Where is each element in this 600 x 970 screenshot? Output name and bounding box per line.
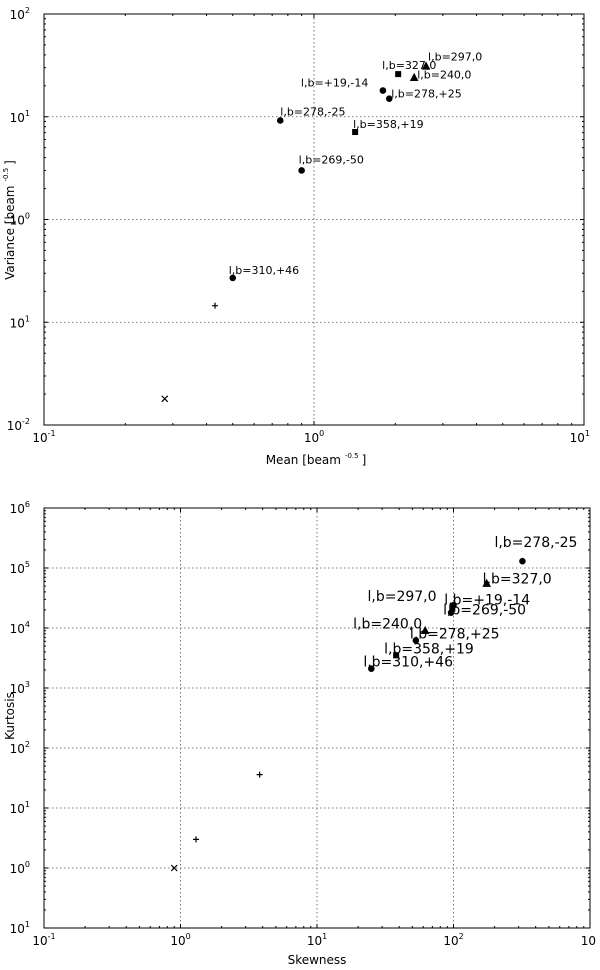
y-tick-label: 104 bbox=[10, 620, 30, 636]
data-point: l,b=269,-50 bbox=[298, 153, 364, 174]
triangle-marker bbox=[409, 72, 419, 81]
data-point: l,b=278,+25 bbox=[410, 626, 500, 644]
point-label: l,b=+19,-14 bbox=[444, 593, 530, 609]
x-marker bbox=[161, 395, 169, 403]
square-marker bbox=[395, 71, 402, 78]
point-label: l,b=327,0 bbox=[483, 572, 552, 588]
triangle-marker bbox=[421, 61, 431, 70]
y-tick-label: 101 bbox=[10, 920, 30, 936]
point-label: l,b=269,-50 bbox=[299, 153, 364, 166]
point-label: l,b=278,+25 bbox=[410, 626, 500, 642]
point-label: l,b=278,-25 bbox=[494, 535, 577, 551]
data-point: l,b=310,+46 bbox=[363, 655, 453, 672]
circle-marker bbox=[298, 167, 305, 174]
point-label: l,b=297,0 bbox=[368, 589, 437, 605]
data-point: l,b=240,0 bbox=[409, 69, 471, 82]
y-tick-label: 101 bbox=[10, 314, 30, 330]
data-point: l,b=358,+19 bbox=[352, 118, 424, 136]
point-label: l,b=+19,-14 bbox=[301, 77, 368, 90]
point-label: l,b=240,0 bbox=[417, 69, 471, 82]
data-point: l,b=278,-25 bbox=[494, 535, 577, 565]
point-label: l,b=310,+46 bbox=[229, 264, 299, 277]
y-tick-label: 101 bbox=[10, 109, 30, 125]
point-label: l,b=358,+19 bbox=[353, 118, 423, 131]
y-tick-label: 101 bbox=[10, 800, 30, 816]
x-axis-label: Mean [beam -0.5] bbox=[266, 452, 367, 467]
plus-marker bbox=[193, 836, 200, 843]
circle-marker bbox=[368, 665, 375, 672]
circle-marker bbox=[519, 557, 526, 565]
x-tick-label: 101 bbox=[570, 429, 590, 445]
y-tick-label: 10-2 bbox=[7, 417, 30, 433]
x-tick-label: 10-1 bbox=[32, 932, 55, 948]
point-label: l,b=278,+25 bbox=[391, 88, 461, 101]
triangle-marker bbox=[482, 578, 492, 587]
data-point: l,b=297,0 bbox=[421, 50, 482, 70]
data-point: l,b=+19,-14 bbox=[301, 77, 387, 94]
data-point: l,b=327,0 bbox=[482, 572, 552, 588]
data-point: l,b=240,0 bbox=[353, 617, 430, 635]
x-tick-label: 100 bbox=[304, 429, 324, 445]
x-tick-label: 10-1 bbox=[32, 429, 55, 445]
y-axis-label: Variance [beam-0.5] bbox=[2, 160, 17, 280]
plus-marker bbox=[256, 771, 263, 778]
x-axis-label: Skewness bbox=[288, 953, 347, 967]
data-point bbox=[256, 771, 263, 778]
data-point bbox=[193, 836, 200, 843]
data-point: l,b=269,-50 bbox=[443, 603, 526, 619]
x-tick-label: 101 bbox=[307, 932, 327, 948]
kurtosis-vs-skewness: 10-1 100 101 102 10101100101102103104105106S… bbox=[3, 500, 596, 967]
point-label: l,b=297,0 bbox=[428, 50, 482, 63]
data-point: l,b=278,+25 bbox=[385, 88, 462, 102]
data-point: l,b=310,+46 bbox=[229, 264, 299, 282]
plus-marker bbox=[212, 302, 219, 309]
x-tick-label: 102 bbox=[443, 932, 463, 948]
data-point: l,b=278,-25 bbox=[276, 105, 345, 124]
point-label: l,b=310,+46 bbox=[363, 655, 453, 671]
plot-frame bbox=[43, 13, 585, 426]
square-marker bbox=[393, 652, 400, 659]
x-tick-label: 10 bbox=[581, 934, 596, 948]
circle-marker bbox=[412, 637, 420, 644]
y-tick-label: 102 bbox=[10, 6, 30, 22]
data-point bbox=[170, 864, 178, 872]
circle-marker bbox=[379, 87, 387, 94]
y-axis-label: Kurtosis bbox=[3, 692, 17, 740]
y-tick-label: 106 bbox=[10, 500, 30, 516]
y-tick-label: 105 bbox=[10, 560, 30, 576]
data-point bbox=[161, 395, 169, 403]
triangle-marker bbox=[420, 625, 430, 635]
plot-frame bbox=[43, 507, 591, 929]
y-tick-label: 100 bbox=[10, 860, 30, 876]
data-point bbox=[212, 302, 219, 309]
point-label: l,b=358,+19 bbox=[384, 641, 474, 657]
circle-marker bbox=[276, 117, 284, 124]
square-marker bbox=[352, 129, 359, 136]
circle-marker bbox=[447, 609, 455, 616]
x-tick-label: 100 bbox=[170, 932, 190, 948]
x-marker bbox=[170, 864, 178, 872]
circle-marker bbox=[385, 95, 393, 102]
point-label: l,b=240,0 bbox=[353, 617, 422, 633]
y-tick-label: 102 bbox=[10, 740, 30, 756]
circle-marker bbox=[229, 274, 237, 282]
point-label: l,b=269,-50 bbox=[443, 603, 526, 619]
data-point: l,b=358,+19 bbox=[384, 641, 474, 659]
point-label: l,b=278,-25 bbox=[280, 105, 345, 118]
